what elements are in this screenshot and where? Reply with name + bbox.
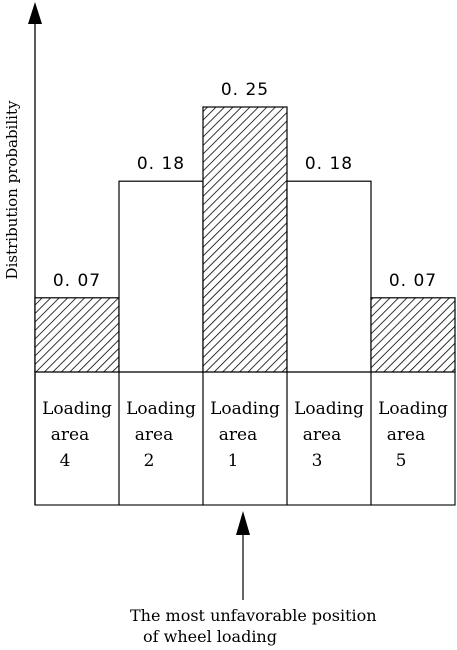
bar-value-label: 0. 18 bbox=[305, 154, 353, 174]
bar-1 bbox=[34, 297, 120, 373]
bar-value-label: 0. 25 bbox=[221, 80, 269, 100]
bar-value-label: 0. 07 bbox=[53, 271, 101, 291]
annotation-line-1: The most unfavorable position bbox=[130, 606, 377, 625]
y-axis-label: Distribution probability bbox=[3, 100, 21, 279]
category-cell bbox=[370, 371, 456, 506]
category-label: 1 bbox=[228, 451, 239, 471]
bar-3 bbox=[202, 106, 288, 373]
category-label: area bbox=[135, 425, 173, 445]
category-label: area bbox=[219, 425, 257, 445]
category-labels-layer: Loading area 4 Loading area 2 Loading area 1 Load… bbox=[42, 399, 448, 471]
category-label: Loading bbox=[126, 399, 196, 419]
category-label: area bbox=[387, 425, 425, 445]
value-labels-layer: 0. 07 0. 18 0. 25 0. 18 0. 07 bbox=[53, 80, 437, 291]
category-label: 4 bbox=[60, 451, 71, 471]
category-label: Loading bbox=[210, 399, 280, 419]
pointer-arrow-icon bbox=[236, 511, 250, 535]
category-label: area bbox=[51, 425, 89, 445]
category-label: 2 bbox=[144, 451, 155, 471]
category-label: Loading bbox=[294, 399, 364, 419]
bars-layer bbox=[34, 106, 456, 506]
category-label: area bbox=[303, 425, 341, 445]
y-axis-arrow-icon bbox=[28, 2, 42, 24]
bar-value-label: 0. 18 bbox=[137, 154, 185, 174]
category-label: 3 bbox=[312, 451, 323, 471]
category-label: Loading bbox=[42, 399, 112, 419]
bar-5 bbox=[370, 297, 456, 373]
category-label: Loading bbox=[378, 399, 448, 419]
bar-2 bbox=[118, 180, 204, 373]
bar-value-label: 0. 07 bbox=[389, 271, 437, 291]
bar-4 bbox=[286, 180, 372, 373]
category-label: 5 bbox=[396, 451, 407, 471]
annotation-line-2: of wheel loading bbox=[143, 627, 277, 646]
